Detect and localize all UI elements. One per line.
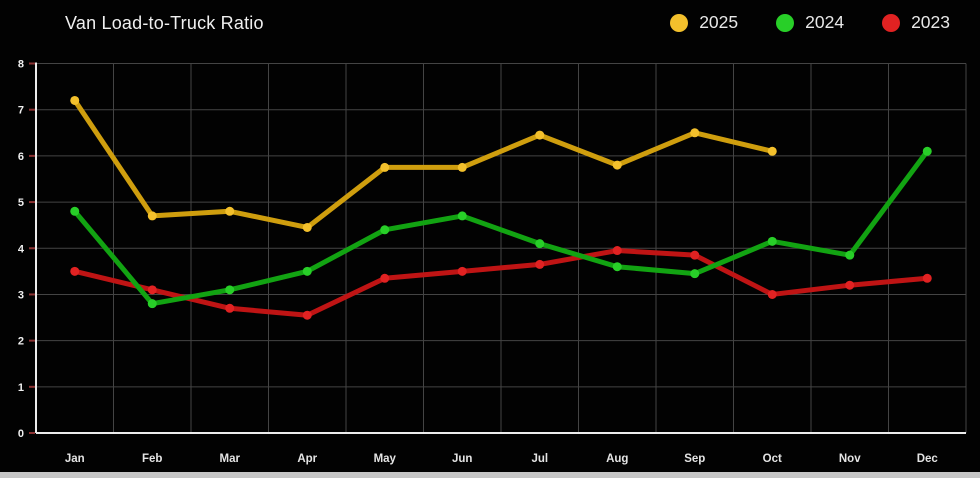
data-point-2023-May[interactable] <box>380 273 390 283</box>
data-point-2023-Nov[interactable] <box>845 280 855 290</box>
data-point-2023-Jan[interactable] <box>70 266 80 276</box>
legend-dot-2024-icon <box>776 13 795 32</box>
x-axis-label: Nov <box>839 453 861 465</box>
data-point-2023-Jun[interactable] <box>457 266 467 276</box>
data-point-2024-May[interactable] <box>380 225 390 235</box>
x-axis-label: Mar <box>220 453 241 465</box>
data-point-2023-Sep[interactable] <box>690 250 700 260</box>
x-axis-label: Jul <box>531 453 548 465</box>
y-axis-label: 0 <box>18 428 24 440</box>
series-line-2025 <box>72 97 775 230</box>
legend-label-2025: 2025 <box>699 12 739 32</box>
y-axis-label: 5 <box>18 197 24 209</box>
x-axis-label: Aug <box>606 453 628 465</box>
data-point-2025-Feb[interactable] <box>147 211 157 221</box>
x-axis-label: Jun <box>452 453 472 465</box>
card-bottom-edge <box>0 472 980 478</box>
data-point-2024-Nov[interactable] <box>845 250 855 260</box>
legend-dot-2025-icon <box>670 13 689 32</box>
data-point-2023-Apr[interactable] <box>302 310 312 320</box>
y-axis-label: 6 <box>18 151 24 163</box>
data-point-2024-Feb[interactable] <box>147 299 157 309</box>
legend-dot-2023-icon <box>882 13 901 32</box>
x-axis-label: Feb <box>142 453 162 465</box>
legend-label-2023: 2023 <box>911 12 950 32</box>
data-point-2023-Feb[interactable] <box>147 285 157 295</box>
data-point-2023-Dec[interactable] <box>922 273 932 283</box>
data-point-2025-May[interactable] <box>380 162 390 172</box>
y-axis-label: 1 <box>18 382 24 394</box>
data-point-2024-Aug[interactable] <box>612 262 622 272</box>
legend: 2025 2024 2023 <box>670 12 950 33</box>
data-point-2024-Mar[interactable] <box>225 285 235 295</box>
series-line-2024 <box>72 148 930 307</box>
data-point-2025-Jul[interactable] <box>535 130 545 140</box>
data-point-2023-Mar[interactable] <box>225 303 235 313</box>
data-point-2024-Jun[interactable] <box>457 211 467 221</box>
x-axis-label: Dec <box>917 453 939 465</box>
data-point-2025-Aug[interactable] <box>612 160 622 170</box>
y-axis-label: 8 <box>18 59 24 71</box>
data-point-2025-Oct[interactable] <box>767 146 777 156</box>
x-axis-label: May <box>374 453 397 465</box>
data-point-2023-Aug[interactable] <box>612 246 622 256</box>
y-axis-label: 3 <box>18 289 24 301</box>
y-axis-label: 2 <box>18 336 24 348</box>
page-title: Van Load-to-Truck Ratio <box>65 13 264 33</box>
data-point-2024-Jul[interactable] <box>535 239 545 249</box>
y-axis-label: 4 <box>18 243 25 255</box>
data-point-2024-Dec[interactable] <box>922 146 932 156</box>
x-axis-label: Sep <box>684 453 705 465</box>
legend-item-2024[interactable]: 2024 <box>776 12 844 33</box>
data-point-2024-Oct[interactable] <box>767 236 777 246</box>
data-point-2024-Jan[interactable] <box>70 206 80 216</box>
x-axis-label: Oct <box>763 453 782 465</box>
x-axis-label: Jan <box>65 453 85 465</box>
data-point-2025-Jan[interactable] <box>70 95 80 105</box>
data-point-2024-Sep[interactable] <box>690 269 700 279</box>
data-point-2025-Sep[interactable] <box>690 128 700 138</box>
legend-item-2025[interactable]: 2025 <box>670 12 738 33</box>
x-axis-label: Apr <box>297 453 317 465</box>
data-point-2024-Apr[interactable] <box>302 266 312 276</box>
data-point-2023-Jul[interactable] <box>535 259 545 269</box>
legend-item-2023[interactable]: 2023 <box>882 12 950 33</box>
legend-label-2024: 2024 <box>805 12 845 32</box>
data-point-2025-Jun[interactable] <box>457 162 467 172</box>
data-point-2023-Oct[interactable] <box>767 289 777 299</box>
data-point-2025-Apr[interactable] <box>302 222 312 232</box>
y-axis-label: 7 <box>18 105 24 117</box>
series-line-2023 <box>72 248 930 318</box>
data-point-2025-Mar[interactable] <box>225 206 235 216</box>
